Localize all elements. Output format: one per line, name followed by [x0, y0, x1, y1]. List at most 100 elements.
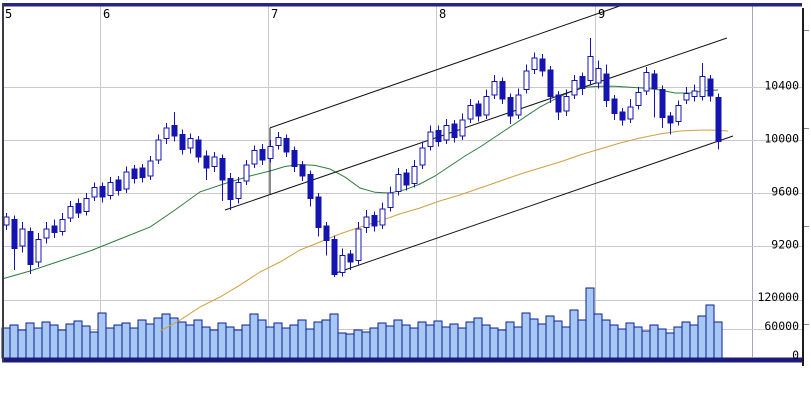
volume-bar: [593, 313, 603, 359]
candle-body-down: [75, 203, 82, 214]
price-axis-label: 10400: [764, 79, 799, 93]
volume-bar: [321, 319, 331, 359]
candle-body-up: [387, 192, 394, 209]
candle-body-up: [411, 166, 418, 185]
volume-bar: [505, 321, 515, 359]
candle-body-up: [91, 187, 98, 198]
volume-bar: [249, 313, 259, 359]
volume-bar: [481, 324, 491, 359]
candle-body-down: [475, 103, 482, 117]
volume-bar: [385, 325, 395, 359]
volume-bar: [33, 327, 43, 359]
volume-bar: [353, 329, 363, 359]
candle-body-down: [219, 158, 226, 181]
volume-bar: [609, 324, 619, 359]
candle-body-down: [619, 111, 626, 121]
volume-bar: [81, 325, 91, 359]
candle-body-up: [531, 57, 538, 71]
candle-body-down: [611, 98, 618, 115]
volume-bar: [265, 326, 275, 359]
frame-left-border: [2, 3, 4, 363]
candle-body-down: [291, 150, 298, 168]
candle-body-down: [131, 168, 138, 179]
candle-body-up: [523, 70, 530, 91]
candle-body-down: [715, 97, 722, 142]
volume-bar: [361, 331, 371, 359]
candle-body-up: [211, 156, 218, 167]
candle-body-up: [35, 238, 42, 263]
price-axis-label: 10000: [764, 132, 799, 146]
candle-body-down: [115, 179, 122, 191]
candle-body-down: [11, 219, 18, 250]
candle-body-down: [195, 139, 202, 158]
volume-bar: [513, 326, 523, 359]
volume-bar: [49, 324, 59, 359]
candle-body-up: [691, 90, 698, 97]
volume-bar: [313, 321, 323, 359]
candle-body-up: [515, 94, 522, 116]
channel-upper: [269, 3, 626, 129]
volume-bar: [129, 327, 139, 359]
volume-bar: [113, 324, 123, 359]
volume-bar: [177, 321, 187, 359]
volume-bar: [289, 324, 299, 359]
volume-bar: [97, 312, 107, 359]
volume-bar: [497, 329, 507, 359]
candle-body-down: [707, 78, 714, 97]
volume-bar: [393, 319, 403, 359]
volume-bar: [409, 327, 419, 359]
volume-bar: [697, 315, 707, 359]
candle-body-up: [467, 105, 474, 120]
candle-body-up: [19, 228, 26, 247]
candle-body-up: [379, 208, 386, 226]
volume-bar: [641, 330, 651, 359]
volume-axis-label: 60000: [764, 319, 799, 333]
volume-bar: [705, 304, 715, 359]
volume-bar: [489, 327, 499, 359]
volume-bar: [105, 327, 115, 359]
candle-body-down: [307, 173, 314, 199]
volume-bar: [625, 322, 635, 359]
candle-body-down: [139, 167, 146, 179]
volume-bar: [369, 327, 379, 359]
volume-bar: [145, 323, 155, 359]
candle-body-up: [675, 105, 682, 122]
channel-lower: [332, 135, 734, 275]
candle-body-up: [595, 68, 602, 84]
frame-bottom-border: [2, 357, 802, 363]
candle-body-up: [627, 106, 634, 120]
candle-body-up: [235, 181, 242, 199]
volume-bar: [281, 327, 291, 359]
candle-body-down: [179, 134, 186, 150]
candle-body-up: [491, 81, 498, 96]
volume-bar: [569, 309, 579, 359]
candle-body-up: [419, 147, 426, 166]
candle-body-down: [659, 89, 666, 118]
candle-body-down: [171, 124, 178, 137]
volume-bar: [329, 313, 339, 359]
volume-bar: [241, 324, 251, 359]
candle-body-down: [203, 155, 210, 169]
candle-body-up: [123, 171, 130, 190]
candle-body-up: [683, 93, 690, 101]
volume-bar: [345, 333, 355, 359]
volume-bar: [537, 323, 547, 359]
volume-bar: [673, 326, 683, 359]
candle-body-down: [99, 185, 106, 198]
volume-bar: [577, 319, 587, 359]
volume-bar: [713, 321, 723, 359]
candle-body-down: [299, 164, 306, 177]
candle-body-up: [571, 79, 578, 96]
volume-bar: [649, 324, 659, 359]
volume-bar: [225, 326, 235, 359]
candle-body-down: [27, 230, 34, 265]
candle-body-up: [107, 181, 114, 197]
volume-bar: [137, 319, 147, 359]
volume-bar: [449, 323, 459, 359]
volume-bar: [185, 324, 195, 359]
volume-bar: [465, 321, 475, 359]
candle-body-up: [67, 205, 74, 219]
candle-body-down: [547, 69, 554, 97]
candle-body-down: [331, 238, 338, 275]
